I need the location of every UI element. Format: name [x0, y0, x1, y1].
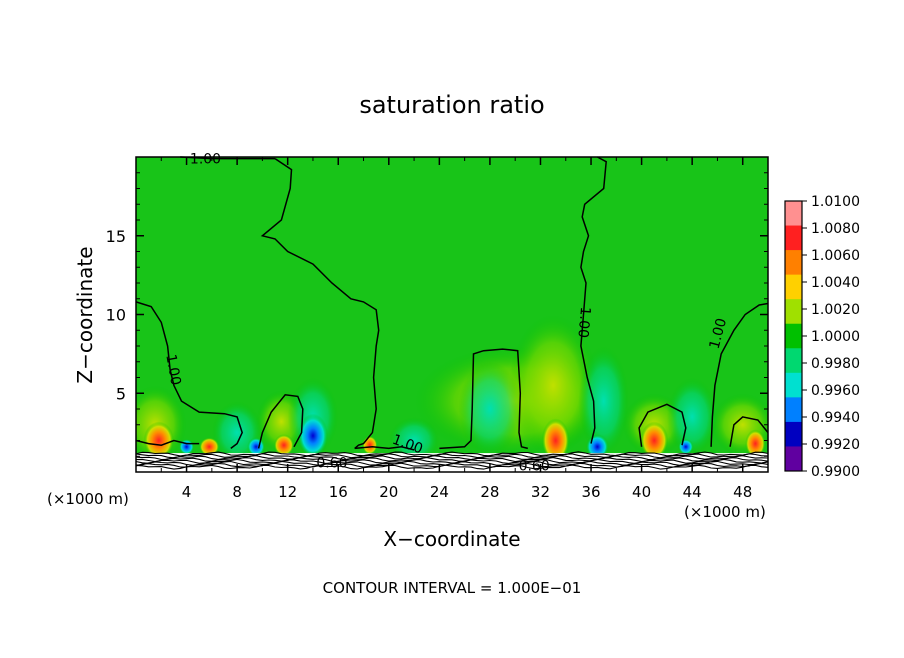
colorbar-swatch	[785, 201, 802, 227]
colorbar-label: 0.9940	[811, 410, 860, 426]
surface-contour	[136, 462, 768, 468]
colorbar-swatch	[785, 323, 802, 349]
contour-line	[638, 403, 687, 447]
field-blob	[678, 438, 694, 455]
contour-line	[257, 394, 304, 449]
colorbar-label: 1.0100	[811, 194, 860, 210]
field-blob	[745, 429, 766, 458]
field-blob	[178, 438, 195, 455]
field-blob	[273, 434, 294, 457]
field-layer	[136, 157, 768, 472]
contour-line	[135, 439, 200, 446]
x-tick-label: 32	[531, 483, 550, 501]
field-blob	[199, 437, 220, 457]
field-blob	[508, 314, 598, 457]
field-blob	[458, 361, 522, 457]
contour-line	[180, 156, 275, 160]
contour-line	[135, 301, 244, 449]
colorbar-swatch	[785, 299, 802, 325]
field-blob	[541, 418, 570, 463]
x-tick-label: 12	[278, 483, 297, 501]
colorbar-swatch	[785, 348, 802, 374]
x-tick-label: 16	[329, 483, 348, 501]
surface-contour	[136, 464, 768, 470]
y-tick-label: 15	[106, 227, 126, 246]
x-tick-label: 8	[232, 483, 242, 501]
colorbar-label: 1.0000	[811, 329, 860, 345]
contour-label: 1.00	[162, 353, 183, 386]
x-tick-label: 4	[182, 483, 192, 501]
colorbar-swatch	[785, 397, 802, 423]
contour-label: 1.00	[190, 152, 221, 168]
field-anomalies	[136, 314, 768, 465]
field-blob	[666, 377, 718, 457]
contour-line	[580, 156, 607, 444]
chart-title: saturation ratio	[359, 91, 544, 119]
y-tick-label: 5	[116, 384, 126, 403]
contour-label: 0.60	[519, 459, 550, 475]
x-tick-label: 48	[733, 483, 752, 501]
contour-lines	[135, 156, 769, 451]
surface-contour	[136, 457, 768, 463]
x-tick-label: 40	[632, 483, 651, 501]
x-unit-left: (×1000 m)	[47, 490, 129, 508]
contour-interval-note: CONTOUR INTERVAL = 1.000E−01	[323, 579, 582, 597]
x-unit-right: (×1000 m)	[684, 503, 766, 521]
x-tick-label: 28	[480, 483, 499, 501]
contour-label: 1.00	[707, 317, 731, 351]
y-axis: 5 10 15	[106, 172, 768, 457]
colorbar: 1.0100 1.0080 1.0060 1.0040 1.0020 1.0000 0.99…	[784, 194, 860, 480]
field-blob	[143, 421, 174, 460]
x-axis: 4 8 12 16 20 24 28 32 36 40 44 48	[160, 157, 752, 501]
y-axis-label: Z−coordinate	[73, 246, 97, 383]
contour-line	[729, 416, 769, 447]
colorbar-swatch	[785, 372, 802, 398]
field-blob	[297, 413, 329, 458]
colorbar-label: 0.9980	[811, 356, 860, 372]
contour-label: 0.60	[316, 456, 347, 472]
colorbar-label: 1.0060	[811, 248, 860, 264]
colorbar-swatch	[785, 446, 802, 472]
colorbar-label: 0.9920	[811, 437, 860, 453]
colorbar-swatch	[785, 274, 802, 300]
contour-line	[439, 348, 528, 450]
x-tick-label: 44	[683, 483, 702, 501]
colorbar-swatch	[785, 225, 802, 251]
colorbar-label: 1.0040	[811, 275, 860, 291]
contour-line	[260, 157, 380, 449]
contour-label-group: 1.001.001.001.00 1.000.60 0.60	[162, 152, 730, 475]
colorbar-label: 1.0080	[811, 221, 860, 237]
x-tick-label: 36	[581, 483, 600, 501]
field-blob	[578, 346, 629, 457]
colorbar-label: 0.9960	[811, 383, 860, 399]
x-tick-label: 20	[379, 483, 398, 501]
x-axis-label: X−coordinate	[383, 527, 520, 551]
colorbar-label: 0.9900	[811, 464, 860, 480]
surface-contour	[136, 451, 768, 457]
contour-line	[354, 446, 415, 451]
surface-layer	[136, 451, 768, 472]
y-tick-label: 10	[106, 306, 126, 325]
contour-label: 1.00	[574, 306, 593, 338]
colorbar-swatch	[785, 421, 802, 447]
field-blob	[362, 435, 378, 455]
colorbar-label: 1.0020	[811, 302, 860, 318]
contour-line	[710, 302, 769, 447]
x-tick-label: 24	[430, 483, 449, 501]
field-blob	[640, 421, 669, 460]
colorbar-swatch	[785, 250, 802, 276]
